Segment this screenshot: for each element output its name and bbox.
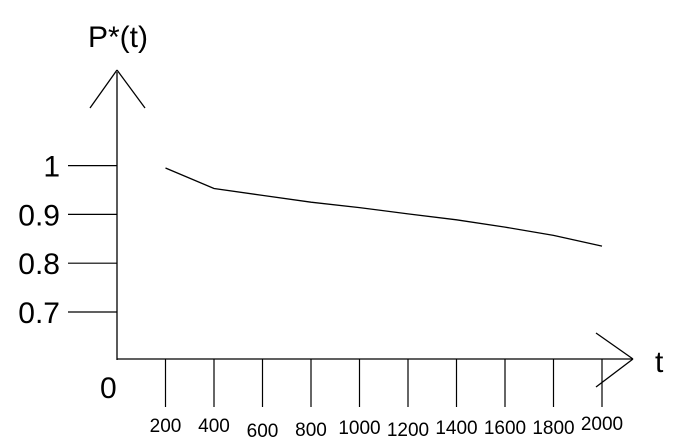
x-tick-label: 600 [247,421,279,438]
y-ticks: 1 0.9 0.8 0.7 [18,151,117,330]
x-ticks: 200 400 600 800 1000 1200 1400 1600 1800 2000 [150,359,623,438]
y-tick-label: 0.7 [18,297,60,330]
x-axis-arrow-upper [595,332,634,360]
series-line [165,167,603,247]
y-tick-label: 0.8 [18,248,60,281]
origin-label: 0 [100,372,117,405]
x-tick-label: 2000 [581,414,623,435]
x-tick-label: 1400 [435,418,477,438]
y-tick-label: 1 [43,151,60,184]
x-tick-label: 1600 [484,418,526,438]
y-tick-label: 0.9 [18,199,60,232]
y-axis-arrow-right [116,69,146,109]
x-tick-label: 1800 [532,418,574,438]
x-axis: t 0 [100,332,664,405]
x-tick-label: 1000 [338,418,380,438]
x-tick-label: 200 [150,416,182,437]
x-axis-label: t [655,346,664,379]
x-tick-label: 800 [295,420,327,438]
y-axis-label: P*(t) [88,21,148,54]
y-axis-arrow-left [89,69,118,109]
x-tick-label: 1200 [387,420,429,438]
x-tick-label: 400 [198,416,230,437]
series-layer [165,167,603,247]
y-axis: P*(t) [88,21,148,360]
